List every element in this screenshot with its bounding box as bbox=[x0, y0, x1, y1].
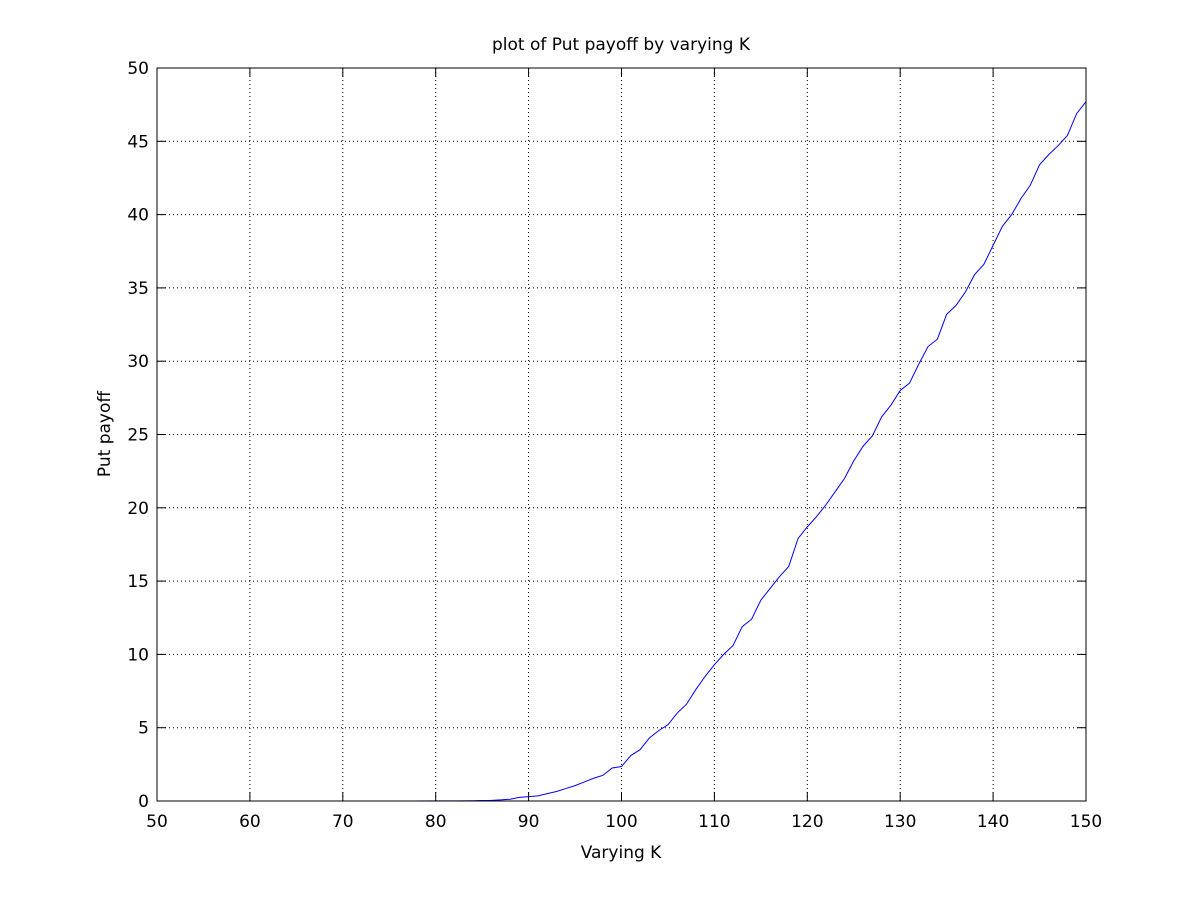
y-tick-label: 5 bbox=[138, 719, 149, 739]
x-tick-label: 150 bbox=[1070, 812, 1102, 832]
x-tick-label: 100 bbox=[605, 812, 637, 832]
x-tick-label: 50 bbox=[146, 812, 168, 832]
y-tick-label: 40 bbox=[127, 206, 149, 226]
x-tick-label: 70 bbox=[332, 812, 354, 832]
y-tick-label: 25 bbox=[127, 426, 149, 446]
y-tick-label: 30 bbox=[127, 352, 149, 372]
chart-title: plot of Put payoff by varying K bbox=[492, 35, 751, 55]
y-tick-label: 20 bbox=[127, 499, 149, 519]
x-tick-label: 140 bbox=[977, 812, 1009, 832]
grid-lines bbox=[157, 68, 1086, 801]
x-tick-label: 80 bbox=[425, 812, 447, 832]
y-tick-labels: 0 5 10 15 20 25 30 35 40 45 50 bbox=[127, 59, 149, 812]
x-tick-label: 60 bbox=[239, 812, 261, 832]
y-tick-label: 45 bbox=[127, 132, 149, 152]
x-tick-label: 110 bbox=[698, 812, 730, 832]
y-tick-label: 15 bbox=[127, 572, 149, 592]
x-axis-title: Varying K bbox=[581, 843, 662, 863]
y-tick-label: 0 bbox=[138, 792, 149, 812]
tick-marks bbox=[156, 67, 1087, 802]
series-line bbox=[412, 101, 1087, 802]
y-tick-label: 50 bbox=[127, 59, 149, 79]
x-tick-label: 90 bbox=[518, 812, 540, 832]
y-tick-label: 10 bbox=[127, 645, 149, 665]
x-tick-label: 120 bbox=[791, 812, 823, 832]
x-tick-labels: 50 60 70 80 90 100 110 120 130 140 150 bbox=[146, 812, 1102, 832]
x-tick-label: 130 bbox=[884, 812, 916, 832]
y-tick-label: 35 bbox=[127, 279, 149, 299]
y-axis-title: Put payoff bbox=[95, 390, 115, 477]
